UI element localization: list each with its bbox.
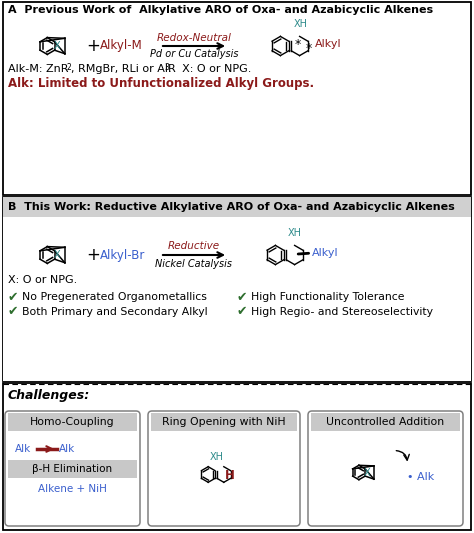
Text: High Functionality Tolerance: High Functionality Tolerance [251, 292, 404, 302]
Text: β-H Elimination: β-H Elimination [32, 464, 112, 474]
Text: Uncontrolled Addition: Uncontrolled Addition [327, 417, 445, 427]
Text: Redox-Neutral: Redox-Neutral [156, 33, 231, 43]
Text: +: + [86, 37, 100, 55]
Bar [311, 413, 460, 431]
Text: *: * [295, 38, 301, 51]
Text: Alkyl: Alkyl [312, 248, 339, 257]
FancyBboxPatch shape [5, 411, 140, 526]
Bar [3, 383, 471, 530]
Text: Alkyl-M: Alkyl-M [100, 39, 143, 52]
FancyBboxPatch shape [308, 411, 463, 526]
Text: H: H [225, 469, 235, 482]
Text: Alk: Alk [15, 444, 31, 454]
Bar [8, 460, 137, 478]
Text: Alkyl-Br: Alkyl-Br [100, 248, 146, 262]
Text: Alkene + NiH: Alkene + NiH [38, 484, 107, 494]
Text: X: X [364, 467, 371, 478]
Bar [3, 2, 471, 195]
Text: ✔: ✔ [237, 305, 247, 319]
Text: +: + [86, 246, 100, 264]
FancyBboxPatch shape [148, 411, 300, 526]
Text: X: X [54, 250, 60, 260]
Text: ✔: ✔ [8, 290, 18, 303]
Text: , RMgBr, RLi or AlR: , RMgBr, RLi or AlR [71, 64, 176, 74]
Bar [3, 197, 471, 381]
Text: B  This Work: Reductive Alkylative ARO of Oxa- and Azabicyclic Alkenes: B This Work: Reductive Alkylative ARO of… [8, 202, 455, 212]
Text: X: X [54, 41, 60, 51]
Text: Pd or Cu Catalysis: Pd or Cu Catalysis [150, 49, 238, 59]
Text: *: * [305, 42, 311, 55]
Text: .   X: O or NPG.: . X: O or NPG. [168, 64, 251, 74]
Text: Alk: Limited to Unfunctionalized Alkyl Groups.: Alk: Limited to Unfunctionalized Alkyl G… [8, 77, 314, 90]
Text: Alkyl: Alkyl [315, 38, 341, 49]
Text: ✔: ✔ [8, 305, 18, 319]
Text: • Alk: • Alk [408, 472, 435, 481]
Text: ✔: ✔ [237, 290, 247, 303]
Text: Homo-Coupling: Homo-Coupling [30, 417, 115, 427]
Bar [3, 197, 471, 217]
Text: Alk-M: ZnR: Alk-M: ZnR [8, 64, 69, 74]
Text: X: O or NPG.: X: O or NPG. [8, 275, 77, 285]
Bar [8, 413, 137, 431]
Text: Alk: Alk [59, 444, 75, 454]
Text: 2: 2 [67, 62, 72, 71]
Text: XH: XH [210, 451, 224, 462]
Text: Reductive: Reductive [168, 241, 220, 251]
Text: Both Primary and Secondary Alkyl: Both Primary and Secondary Alkyl [22, 307, 208, 317]
Text: XH: XH [288, 228, 301, 238]
Text: Nickel Catalysis: Nickel Catalysis [155, 259, 233, 269]
Text: A  Previous Work of  Alkylative ARO of Oxa- and Azabicyclic Alkenes: A Previous Work of Alkylative ARO of Oxa… [8, 5, 433, 15]
Text: Challenges:: Challenges: [8, 389, 90, 401]
Bar [151, 413, 297, 431]
Text: High Regio- and Stereoselectivity: High Regio- and Stereoselectivity [251, 307, 433, 317]
Bar [3, 217, 471, 381]
Text: XH: XH [293, 19, 308, 29]
Text: 3: 3 [164, 62, 169, 71]
Text: No Pregenerated Organometallics: No Pregenerated Organometallics [22, 292, 207, 302]
Text: Ring Opening with NiH: Ring Opening with NiH [162, 417, 286, 427]
